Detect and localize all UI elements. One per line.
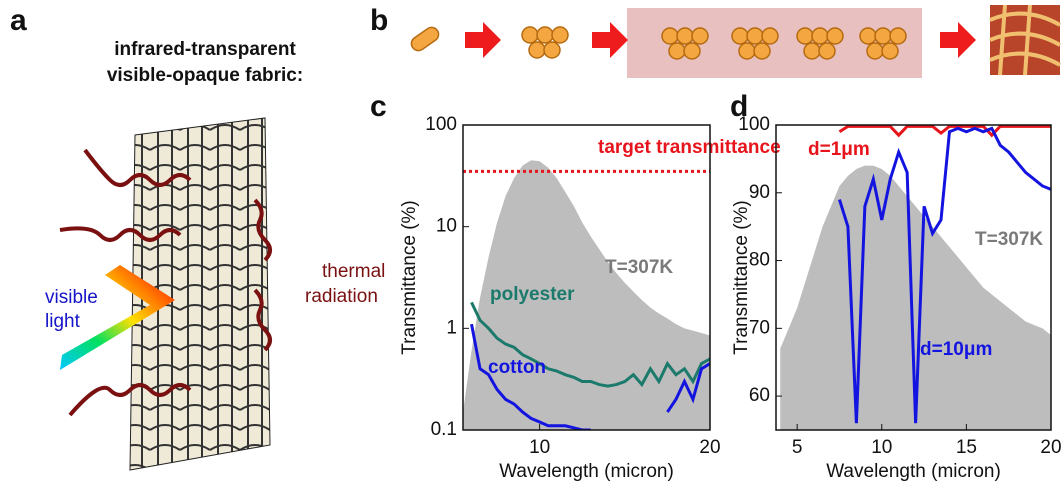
x-axis-label: Wavelength (micron) <box>499 461 674 482</box>
plot-area <box>780 125 1051 430</box>
panel-label: a <box>10 4 27 37</box>
series-label: d=1μm <box>808 139 870 160</box>
series-label: cotton <box>488 357 546 378</box>
fibers <box>410 26 907 60</box>
y-tick-label: 100 <box>738 114 770 135</box>
x-tick-label: 20 <box>1040 437 1061 458</box>
x-tick-label: 10 <box>529 437 550 458</box>
x-tick-label: 10 <box>871 437 892 458</box>
series-line <box>838 126 1051 424</box>
fabric <box>129 117 271 471</box>
y-axis-label: Transmittance (%) <box>731 200 752 355</box>
series-label: T=307K <box>605 257 673 278</box>
thermal-label: thermal <box>322 261 385 282</box>
y-axis-label: Transmittance (%) <box>399 200 420 355</box>
panel-a-title: infrared-transparent <box>114 39 296 60</box>
plot-area <box>463 160 710 430</box>
series-line <box>838 125 1051 138</box>
x-tick-label: 20 <box>699 437 720 458</box>
y-tick-label: 10 <box>436 216 457 237</box>
x-axis-label: Wavelength (micron) <box>826 461 1001 482</box>
fabric-photo-weave <box>989 4 1061 76</box>
y-tick-label: 70 <box>749 317 770 338</box>
y-tick-label: 60 <box>749 385 770 406</box>
visible-label: light <box>45 311 81 332</box>
y-tick-label: 80 <box>749 250 770 271</box>
series-label: polyester <box>490 284 575 305</box>
series-label: d=10μm <box>920 339 992 360</box>
panel-label: c <box>370 90 387 123</box>
area <box>463 160 710 430</box>
visible-label: visible <box>45 287 98 308</box>
panel-label: b <box>370 4 388 37</box>
axes-frame <box>462 124 711 431</box>
panel-a-title: visible-opaque fabric: <box>107 65 303 86</box>
x-tick-label: 5 <box>792 437 803 458</box>
series-line <box>470 323 710 430</box>
panel-label: d <box>730 90 748 123</box>
reference-label: target transmittance <box>598 137 781 158</box>
x-tick-label: 15 <box>956 437 977 458</box>
thermal-waves <box>59 148 272 417</box>
visible-beam <box>60 265 175 370</box>
step-arrows <box>465 22 976 58</box>
thermal-label: radiation <box>305 286 378 307</box>
y-tick-label: 0.1 <box>431 419 457 440</box>
y-tick-label: 100 <box>425 114 457 135</box>
y-tick-label: 90 <box>749 182 770 203</box>
y-tick-label: 1 <box>446 317 457 338</box>
series-label: T=307K <box>975 229 1043 250</box>
series-line <box>470 301 710 388</box>
axes-frame <box>775 124 1052 431</box>
